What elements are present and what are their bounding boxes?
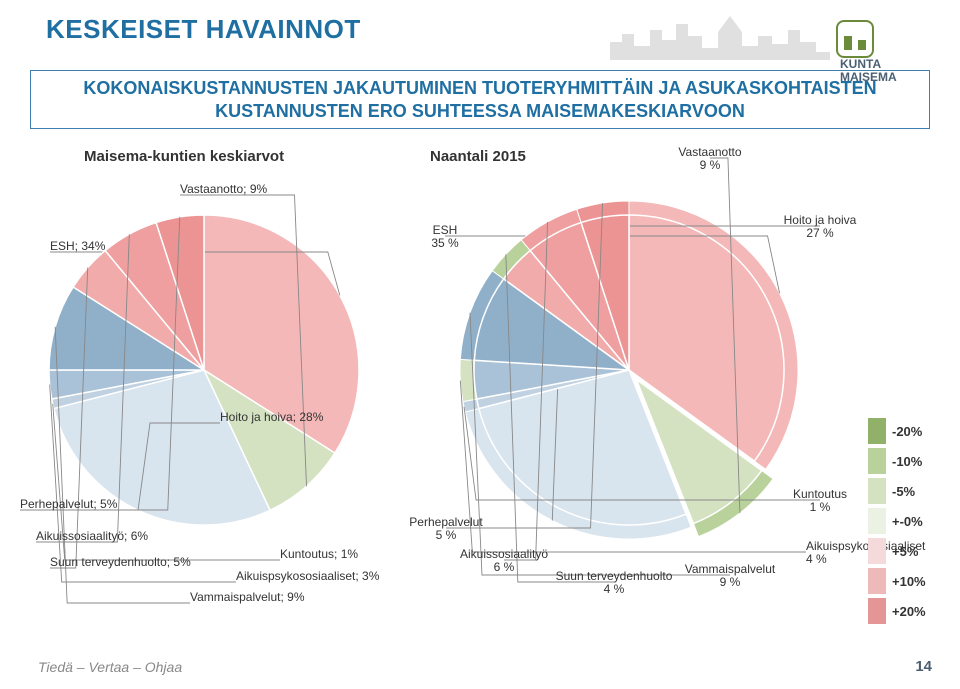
svg-text:Perhepalvelut; 5%: Perhepalvelut; 5% bbox=[20, 497, 118, 511]
legend-item: +20% bbox=[868, 598, 938, 624]
legend-swatch bbox=[868, 418, 886, 444]
legend-label: +-0% bbox=[892, 514, 923, 529]
charts-canvas: ESH; 34% Vastaanotto; 9% Hoito ja hoiva; 2… bbox=[0, 0, 960, 689]
legend-swatch bbox=[868, 478, 886, 504]
legend-label: -5% bbox=[892, 484, 915, 499]
legend-label: -10% bbox=[892, 454, 922, 469]
legend-swatch bbox=[868, 448, 886, 474]
page-number: 14 bbox=[915, 658, 932, 675]
svg-text:Aikuispsykososiaaliset; 3%: Aikuispsykososiaaliset; 3% bbox=[236, 569, 380, 583]
svg-text:Aikuissosiaalityö6 %: Aikuissosiaalityö6 % bbox=[460, 547, 548, 574]
svg-text:Hoito ja hoiva; 28%: Hoito ja hoiva; 28% bbox=[220, 410, 324, 424]
svg-text:Aikuissosiaalityö; 6%: Aikuissosiaalityö; 6% bbox=[36, 529, 148, 543]
legend: -20% -10% -5% +-0% +5% +10% +20% bbox=[868, 418, 938, 628]
svg-text:Vastaanotto9 %: Vastaanotto9 % bbox=[678, 145, 741, 172]
footer-tagline: Tiedä – Vertaa – Ohjaa bbox=[38, 659, 182, 675]
svg-text:ESH; 34%: ESH; 34% bbox=[50, 239, 106, 253]
legend-label: +5% bbox=[892, 544, 918, 559]
legend-item: -10% bbox=[868, 448, 938, 474]
legend-swatch bbox=[868, 598, 886, 624]
svg-text:Vammaispalvelut9 %: Vammaispalvelut9 % bbox=[685, 562, 776, 589]
legend-item: -5% bbox=[868, 478, 938, 504]
svg-text:Kuntoutus; 1%: Kuntoutus; 1% bbox=[280, 547, 358, 561]
legend-item: +5% bbox=[868, 538, 938, 564]
legend-label: +10% bbox=[892, 574, 926, 589]
svg-text:Kuntoutus1 %: Kuntoutus1 % bbox=[793, 487, 847, 514]
legend-label: +20% bbox=[892, 604, 926, 619]
legend-item: +10% bbox=[868, 568, 938, 594]
svg-text:Suun terveydenhuolto4 %: Suun terveydenhuolto4 % bbox=[556, 569, 673, 596]
svg-text:Vastaanotto; 9%: Vastaanotto; 9% bbox=[180, 182, 268, 196]
pie-slice bbox=[629, 215, 784, 461]
legend-item: +-0% bbox=[868, 508, 938, 534]
legend-item: -20% bbox=[868, 418, 938, 444]
svg-text:Vammaispalvelut; 9%: Vammaispalvelut; 9% bbox=[190, 590, 305, 604]
svg-text:Hoito ja hoiva27 %: Hoito ja hoiva27 % bbox=[784, 213, 857, 240]
svg-text:ESH35 %: ESH35 % bbox=[431, 223, 459, 250]
svg-text:Suun terveydenhuolto; 5%: Suun terveydenhuolto; 5% bbox=[50, 555, 191, 569]
legend-swatch bbox=[868, 538, 886, 564]
legend-label: -20% bbox=[892, 424, 922, 439]
legend-swatch bbox=[868, 508, 886, 534]
svg-text:Perhepalvelut5 %: Perhepalvelut5 % bbox=[409, 515, 483, 542]
legend-swatch bbox=[868, 568, 886, 594]
